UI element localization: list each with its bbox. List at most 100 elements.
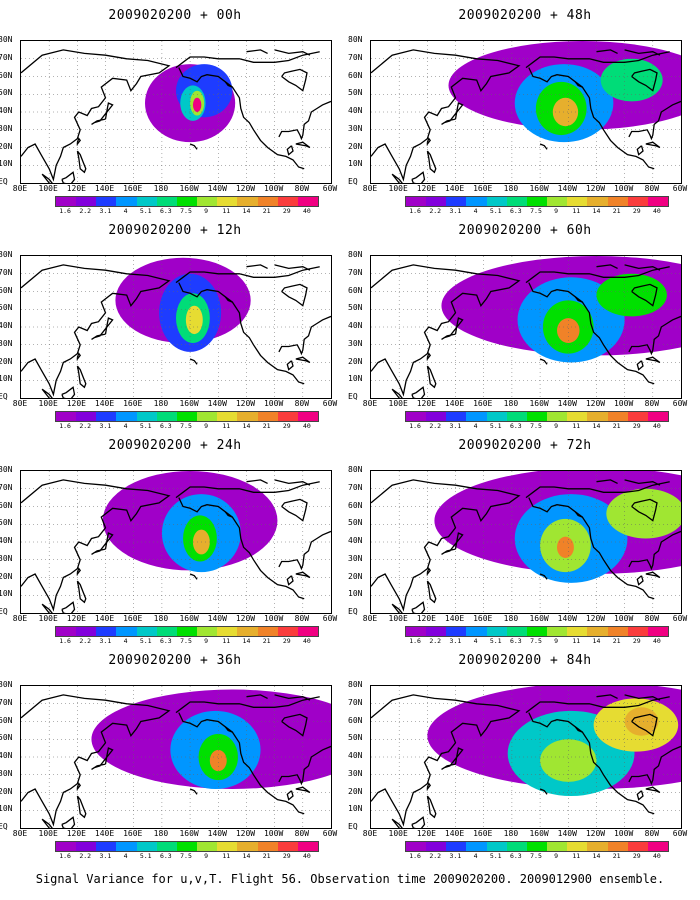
y-tick-label: 30N	[0, 123, 13, 133]
x-tick-label: 60W	[322, 829, 338, 838]
colorbar-label: 7.5	[180, 852, 192, 860]
colorbar-label: 3.1	[449, 422, 462, 430]
x-tick-label: 60W	[322, 184, 338, 193]
x-tick-label: 180	[153, 614, 169, 623]
colorbar-swatch	[607, 627, 628, 636]
colorbar-swatch	[156, 412, 177, 421]
colorbar-label: 9	[204, 637, 209, 645]
y-tick-label: 40N	[0, 321, 13, 330]
coastline	[645, 571, 661, 579]
colorbar-label: 14	[592, 207, 601, 215]
coastline	[224, 296, 233, 303]
x-tick-label: 180	[503, 614, 519, 623]
coastline	[441, 532, 464, 555]
coastline	[391, 173, 403, 183]
colorbar-label: 4	[473, 207, 478, 215]
colorbar-label: 29	[282, 422, 291, 430]
map-panel: 200902020012h 80N 70N 60N 50N 40N 30N 20N 10N EQ 8…	[0, 215, 350, 430]
colorbar-label: 6.3	[509, 852, 522, 860]
coastline	[391, 818, 403, 828]
x-tick-label: 140E	[444, 399, 465, 408]
x-tick-label: 100W	[263, 829, 284, 838]
x-tick-label: 60W	[322, 614, 338, 623]
coastline	[426, 580, 437, 604]
colorbar	[55, 626, 319, 637]
y-tick-label: 80N	[348, 35, 363, 44]
colorbar-swatch	[647, 627, 669, 636]
x-tick-label: 120W	[585, 614, 606, 623]
coastline	[278, 530, 331, 571]
colorbar-swatch	[426, 412, 447, 421]
x-tick-label: 140E	[94, 614, 115, 623]
x-tick-label: 160E	[123, 184, 143, 193]
x-tick-label: 80W	[294, 614, 310, 623]
colorbar-label: 21	[262, 852, 271, 860]
y-tick-label: 20N	[0, 786, 13, 796]
colorbar-swatch	[156, 197, 177, 206]
map-frame	[20, 685, 332, 829]
coastline	[624, 264, 661, 271]
x-tick-label: 80W	[294, 829, 310, 838]
coastline	[286, 360, 294, 371]
colorbar-swatch	[627, 842, 648, 851]
colorbar-swatch	[587, 412, 608, 421]
colorbar-swatch	[76, 842, 97, 851]
coastline	[61, 386, 76, 398]
x-tick-label: 140E	[444, 614, 465, 623]
variance-contour-10	[557, 536, 574, 558]
panel-title: 200902020060h	[350, 223, 700, 238]
x-tick-label: 120W	[585, 829, 606, 838]
y-tick-label: 60N	[0, 285, 13, 295]
colorbar-swatch	[526, 627, 548, 636]
colorbar-swatch	[426, 842, 447, 851]
y-tick-label: 60N	[348, 285, 363, 295]
coastline	[246, 264, 268, 269]
coastline	[645, 141, 661, 149]
colorbar-swatch	[607, 412, 628, 421]
x-tick-label: 80W	[644, 399, 660, 408]
colorbar-swatch	[526, 842, 548, 851]
y-tick-label: 10N	[0, 159, 13, 169]
colorbar-label: 3.1	[99, 207, 112, 215]
coastline	[295, 786, 311, 794]
coastline	[371, 479, 521, 612]
x-tick-label: 120E	[416, 399, 436, 408]
colorbar-label: 21	[262, 422, 271, 430]
x-tick-label: 140W	[557, 829, 577, 838]
coastline	[189, 573, 198, 580]
x-tick-label: 120E	[416, 184, 436, 193]
colorbar-swatch	[56, 627, 77, 636]
map-frame	[370, 40, 682, 184]
map-frame	[20, 255, 332, 399]
x-tick-label: 120E	[416, 614, 436, 623]
colorbar-swatch	[446, 842, 467, 851]
colorbar-label: 7.5	[530, 422, 542, 430]
panel-lead: 36h	[192, 653, 242, 668]
colorbar-swatch	[176, 842, 198, 851]
y-tick-label: 40N	[348, 321, 363, 330]
coastline	[61, 171, 76, 183]
panel-date: 2009020200	[108, 223, 192, 238]
coastline	[624, 479, 661, 486]
x-tick-label: 160W	[529, 614, 549, 623]
colorbar-swatch	[116, 412, 137, 421]
map-plot	[371, 686, 681, 828]
x-tick-label: 80E	[362, 829, 378, 838]
map-panel: 200902020024h 80N 70N 60N 50N 40N 30N 20N 10N EQ 8…	[0, 430, 350, 645]
y-tick-label: 40N	[0, 536, 13, 545]
coastline	[274, 264, 311, 271]
x-tick-label: 120W	[235, 829, 256, 838]
colorbar-swatch	[217, 412, 238, 421]
y-tick-label: 50N	[0, 303, 13, 313]
colorbar-swatch	[197, 197, 218, 206]
colorbar-label: 11	[572, 207, 581, 215]
colorbar	[55, 841, 319, 852]
colorbar-swatch	[136, 627, 157, 636]
coastline	[411, 171, 426, 183]
coastline	[624, 49, 661, 56]
coastline	[426, 150, 437, 174]
coastline	[631, 283, 658, 307]
colorbar-swatch	[506, 842, 527, 851]
colorbar-swatch	[647, 412, 669, 421]
variance-contour-10	[557, 318, 580, 343]
